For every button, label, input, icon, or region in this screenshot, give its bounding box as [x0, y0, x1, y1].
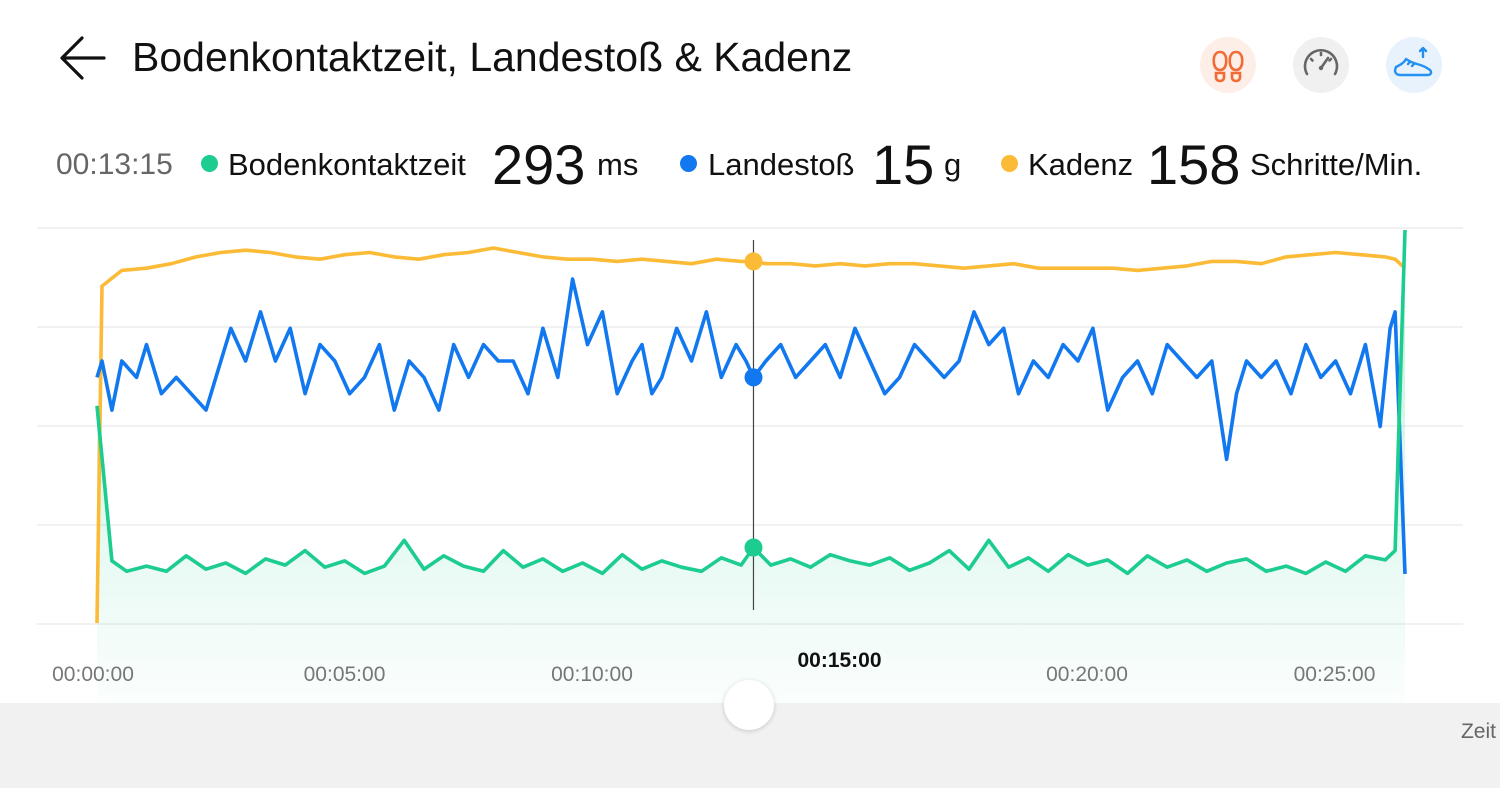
scrubber-handle[interactable]	[724, 680, 774, 730]
x-tick-label: 00:10:00	[551, 663, 633, 686]
x-tick-label: 00:05:00	[304, 663, 386, 686]
series-line-gct	[95, 229, 1407, 576]
running-shoe-icon	[1393, 46, 1433, 77]
x-tick-label: 00:25:00	[1294, 663, 1376, 686]
series-line-impact	[95, 277, 1407, 574]
impact-unit: g	[944, 147, 962, 182]
back-arrow-icon	[60, 36, 106, 80]
pace-metric-button[interactable]	[1293, 37, 1349, 93]
gct-area-fill	[97, 230, 1405, 703]
page-title: Bodenkontaktzeit, Landestoß & Kadenz	[132, 34, 853, 80]
gct-label: Bodenkontaktzeit	[228, 147, 466, 182]
cursor-marker-cadence	[744, 252, 763, 271]
cursor-marker-impact	[744, 368, 763, 387]
footprint-icon	[1212, 50, 1244, 83]
footprint-metric-button[interactable]	[1200, 37, 1256, 93]
back-button[interactable]	[52, 28, 114, 90]
metric-readout: 00:13:15 Bodenkontaktzeit 293 ms Landest…	[0, 122, 1500, 202]
x-tick-label: 00:20:00	[1046, 663, 1128, 686]
cursor-time: 00:13:15	[56, 148, 173, 181]
cadence-unit: Schritte/Min.	[1250, 147, 1423, 182]
cadence-legend-dot	[1001, 155, 1018, 172]
x-tick-label: 00:00:00	[52, 663, 134, 686]
cursor-marker-gct	[744, 538, 763, 557]
gauge-icon	[1303, 48, 1339, 76]
x-axis-caption: Zeit	[1460, 720, 1496, 743]
impact-legend-dot	[680, 155, 697, 172]
impact-label: Landestoß	[708, 147, 855, 182]
gct-unit: ms	[597, 147, 639, 182]
chart-grid	[37, 227, 1463, 625]
impact-value: 15	[872, 133, 935, 196]
cadence-label: Kadenz	[1028, 147, 1134, 182]
x-tick-label: 00:15:00	[797, 649, 881, 672]
running-metrics-chart[interactable]: 00:00:00 00:05:00 00:10:00 00:15:00 00:20:00…	[0, 210, 1500, 703]
running-form-button[interactable]	[1386, 37, 1442, 93]
cadence-value: 158	[1147, 133, 1241, 196]
app-header: Bodenkontaktzeit, Landestoß & Kadenz	[0, 0, 1500, 120]
gct-legend-dot	[201, 155, 218, 172]
gct-value: 293	[492, 133, 586, 196]
